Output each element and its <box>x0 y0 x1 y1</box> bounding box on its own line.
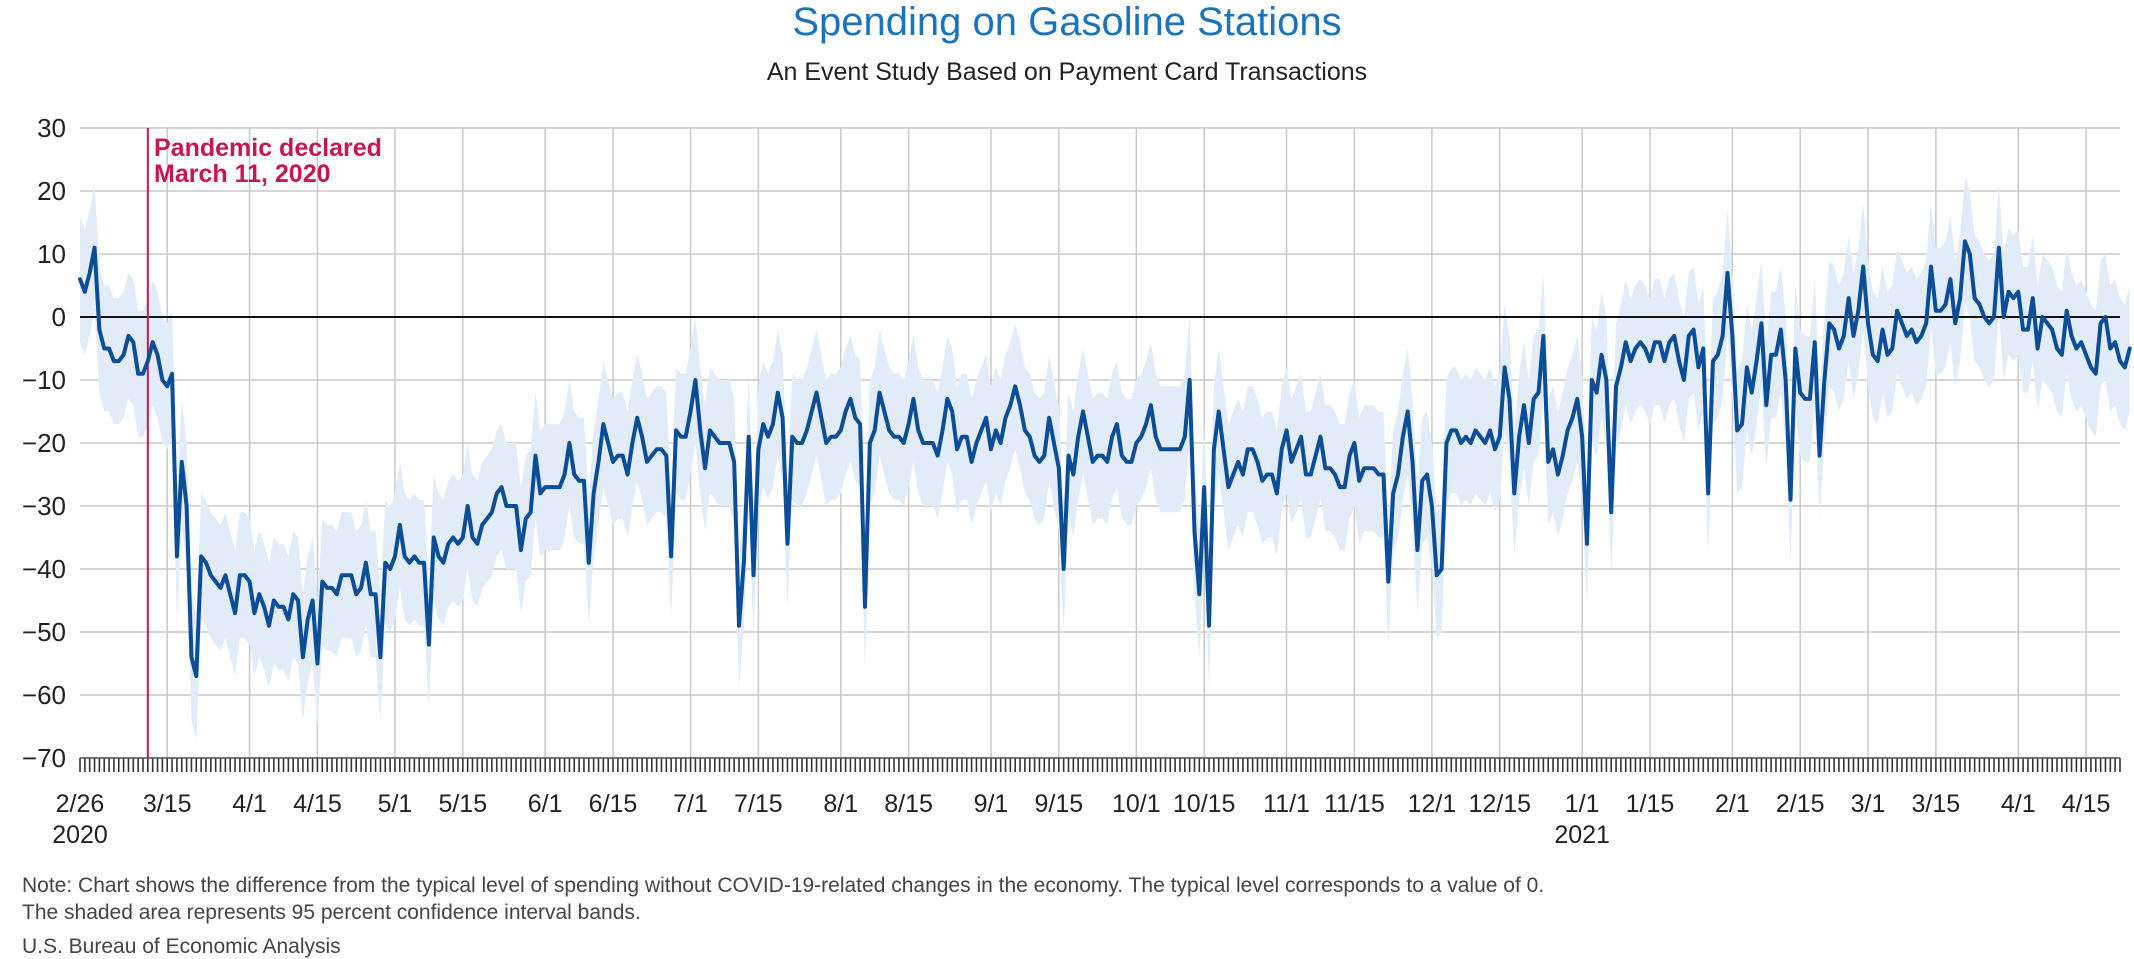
x-tick-label: 1/15 <box>1626 790 1675 818</box>
x-axis: 2/26 2020 3/15 4/1 4/15 5/1 5/15 6/1 6/15 7/1 7/15… <box>52 757 2121 849</box>
y-tick-label: 0 <box>52 302 66 332</box>
x-tick-label: 9/15 <box>1034 790 1083 818</box>
x-tick-label: 4/15 <box>2062 790 2111 818</box>
x-tick-label: 4/1 <box>232 790 267 818</box>
annotation-line1: Pandemic declared <box>154 134 382 162</box>
x-tick-label: 3/1 <box>1851 790 1886 818</box>
x-tick-label: 6/15 <box>589 790 638 818</box>
x-tick-year-label: 2020 <box>52 821 108 849</box>
y-tick-label: −70 <box>22 743 66 773</box>
x-tick-label: 7/1 <box>673 790 708 818</box>
x-tick-label: 8/15 <box>884 790 933 818</box>
x-tick-label: 10/1 <box>1112 790 1161 818</box>
series-layer <box>78 239 2132 679</box>
x-tick-label: 9/1 <box>974 790 1009 818</box>
y-tick-label: −10 <box>22 365 66 395</box>
note-line-2: The shaded area represents 95 percent co… <box>22 901 641 924</box>
x-tick-label: 3/15 <box>143 790 192 818</box>
x-tick-label: 4/1 <box>2001 790 2036 818</box>
y-tick-label: 20 <box>37 176 66 206</box>
x-tick-label: 2/15 <box>1776 790 1825 818</box>
annotation-line2: March 11, 2020 <box>154 160 331 188</box>
x-tick-label: 5/15 <box>438 790 487 818</box>
x-tick-label: 2/26 <box>56 790 105 818</box>
y-tick-label: −40 <box>22 554 66 584</box>
y-tick-label: −50 <box>22 617 66 647</box>
note-line-1: Note: Chart shows the difference from th… <box>22 874 1545 897</box>
chart-subtitle: An Event Study Based on Payment Card Tra… <box>766 58 1368 86</box>
y-tick-label: −20 <box>22 428 66 458</box>
x-tick-label: 3/15 <box>1912 790 1961 818</box>
x-tick-label: 12/1 <box>1408 790 1457 818</box>
x-day-ticks <box>79 758 2121 772</box>
line-chart: Pandemic declared March 11, 2020 30 20 10 0… <box>22 113 2132 849</box>
x-tick-label: 1/1 <box>1565 790 1600 818</box>
chart-note: Note: Chart shows the difference from th… <box>22 872 1544 926</box>
x-tick-year-label: 2021 <box>1554 821 1610 849</box>
x-tick-label: 4/15 <box>293 790 342 818</box>
chart-title: Spending on Gasoline Stations <box>792 0 1342 44</box>
y-tick-label: −60 <box>22 680 66 710</box>
x-tick-label: 2/1 <box>1715 790 1750 818</box>
y-tick-label: −30 <box>22 491 66 521</box>
x-tick-label: 8/1 <box>823 790 858 818</box>
x-tick-label: 11/1 <box>1263 790 1310 818</box>
event-marker-layer: Pandemic declared March 11, 2020 <box>146 128 382 758</box>
y-tick-label: 30 <box>37 113 66 143</box>
x-tick-label: 10/15 <box>1173 790 1236 818</box>
series-line <box>78 239 2132 679</box>
x-tick-label: 12/15 <box>1468 790 1531 818</box>
source-credit: U.S. Bureau of Economic Analysis <box>22 935 341 958</box>
x-tick-label: 5/1 <box>378 790 413 818</box>
x-tick-label: 7/15 <box>734 790 783 818</box>
y-tick-label: 10 <box>37 239 66 269</box>
x-tick-label: 11/15 <box>1324 790 1385 818</box>
y-axis: 30 20 10 0 −10 −20 −30 −40 −50 −60 −70 <box>22 113 66 773</box>
x-tick-label: 6/1 <box>528 790 563 818</box>
